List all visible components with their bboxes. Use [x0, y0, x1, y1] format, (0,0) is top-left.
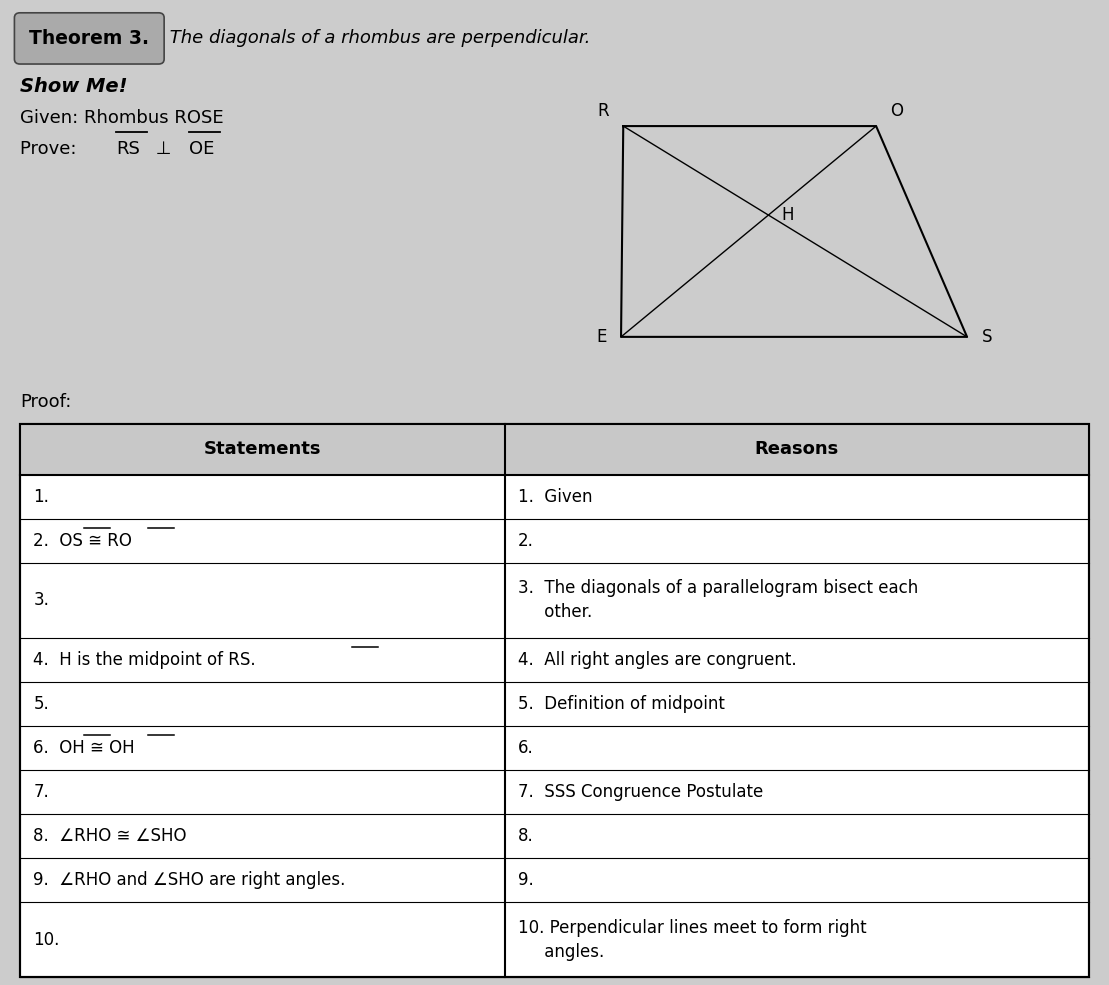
- Text: 5.  Definition of midpoint: 5. Definition of midpoint: [518, 694, 725, 713]
- Text: 10.: 10.: [33, 931, 60, 949]
- Bar: [505, 424, 1089, 475]
- Text: Proof:: Proof:: [20, 393, 71, 411]
- Text: S: S: [981, 328, 991, 346]
- Text: Given: Rhombus ROSE: Given: Rhombus ROSE: [20, 109, 224, 127]
- Text: angles.: angles.: [518, 943, 604, 960]
- Text: 7.  SSS Congruence Postulate: 7. SSS Congruence Postulate: [518, 783, 763, 801]
- Text: 10. Perpendicular lines meet to form right: 10. Perpendicular lines meet to form rig…: [518, 919, 866, 937]
- Text: 3.: 3.: [33, 591, 49, 610]
- Bar: [20, 424, 505, 475]
- Text: 4.  All right angles are congruent.: 4. All right angles are congruent.: [518, 651, 796, 669]
- FancyBboxPatch shape: [14, 13, 164, 64]
- Text: 2.  OS ≅ RO: 2. OS ≅ RO: [33, 532, 132, 550]
- Bar: [20, 424, 1089, 977]
- Bar: [20, 424, 1089, 977]
- Text: 3.  The diagonals of a parallelogram bisect each: 3. The diagonals of a parallelogram bise…: [518, 579, 918, 597]
- Text: E: E: [597, 328, 607, 346]
- Text: 9.  ∠RHO and ∠SHO are right angles.: 9. ∠RHO and ∠SHO are right angles.: [33, 871, 346, 889]
- Text: R: R: [598, 102, 609, 120]
- Text: ⊥: ⊥: [150, 140, 176, 158]
- Text: H: H: [782, 206, 794, 224]
- Text: OE: OE: [189, 140, 214, 158]
- Text: 6.: 6.: [518, 739, 533, 757]
- Text: other.: other.: [518, 604, 592, 622]
- Text: The diagonals of a rhombus are perpendicular.: The diagonals of a rhombus are perpendic…: [164, 30, 590, 47]
- Text: 1.: 1.: [33, 488, 49, 506]
- Text: 4.  H is the midpoint of RS.: 4. H is the midpoint of RS.: [33, 651, 256, 669]
- Text: Prove:: Prove:: [20, 140, 82, 158]
- Text: 5.: 5.: [33, 694, 49, 713]
- Text: 2.: 2.: [518, 532, 533, 550]
- Text: 8.  ∠RHO ≅ ∠SHO: 8. ∠RHO ≅ ∠SHO: [33, 827, 186, 845]
- Text: 8.: 8.: [518, 827, 533, 845]
- Text: Show Me!: Show Me!: [20, 77, 128, 97]
- Text: Theorem 3.: Theorem 3.: [29, 29, 149, 48]
- Text: O: O: [891, 102, 904, 120]
- Text: Reasons: Reasons: [755, 440, 838, 458]
- Text: Statements: Statements: [204, 440, 321, 458]
- Text: 9.: 9.: [518, 871, 533, 889]
- Text: 6.  OH ≅ OH: 6. OH ≅ OH: [33, 739, 135, 757]
- Text: 1.  Given: 1. Given: [518, 488, 592, 506]
- Text: 7.: 7.: [33, 783, 49, 801]
- Text: RS: RS: [116, 140, 141, 158]
